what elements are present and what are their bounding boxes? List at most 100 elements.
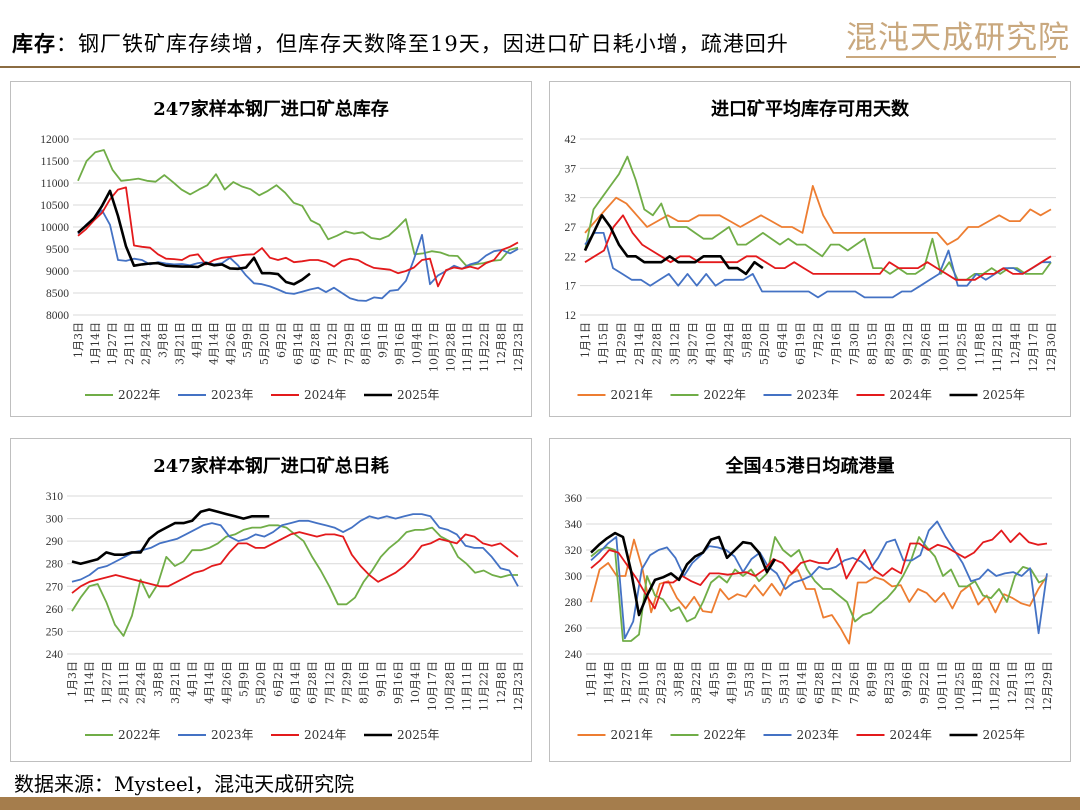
chart-panel-inventory: 247家样本钢厂进口矿总库存 8000 8500 9000 9500 10000 10500… bbox=[10, 81, 532, 417]
x-tick-label: 2月10日 bbox=[638, 661, 651, 704]
legend-label: 2024年 bbox=[890, 388, 933, 402]
x-tick-label: 10月11日 bbox=[936, 661, 949, 711]
chart-panel-consumption: 247家样本钢厂进口矿总日耗 240 250 260 270 280 290 300 310 1月… bbox=[10, 438, 532, 762]
legend-label: 2025年 bbox=[397, 388, 440, 402]
x-tick-label: 9月1日 bbox=[377, 322, 390, 358]
x-tick-label: 5月20日 bbox=[255, 661, 268, 704]
series-line-2024 bbox=[71, 531, 519, 594]
legend-label: 2025年 bbox=[983, 388, 1026, 402]
x-tick-label: 8月29日 bbox=[884, 322, 897, 365]
x-tick-label: 1月3日 bbox=[66, 661, 79, 697]
logo-underline bbox=[846, 56, 1056, 58]
x-tick-label: 2月11日 bbox=[117, 661, 130, 704]
y-tick-label: 310 bbox=[46, 491, 64, 503]
x-tick-label: 2月24日 bbox=[135, 661, 148, 704]
series-line-2023 bbox=[584, 231, 1051, 299]
legend-label: 2025年 bbox=[397, 728, 440, 742]
x-tick-label: 6月4日 bbox=[776, 322, 789, 358]
x-tick-label: 12月4日 bbox=[1009, 322, 1022, 365]
x-tick-label: 5月9日 bbox=[238, 661, 251, 697]
x-tick-label: 7月29日 bbox=[343, 322, 356, 365]
series-line-2022 bbox=[590, 536, 1048, 642]
x-tick-label: 5月20日 bbox=[258, 322, 271, 365]
y-tick-label: 8000 bbox=[46, 310, 69, 322]
chart-inventory: 247家样本钢厂进口矿总库存 8000 8500 9000 9500 10000 10500… bbox=[40, 98, 525, 402]
x-tick-label: 9月1日 bbox=[375, 661, 388, 697]
brand-logo: 混沌天成研究院 bbox=[846, 10, 1069, 58]
x-tick-label: 8月16日 bbox=[360, 322, 373, 365]
x-tick-label: 10月17日 bbox=[427, 322, 440, 372]
legend-label: 2025年 bbox=[983, 728, 1026, 742]
y-tick-label: 11000 bbox=[41, 178, 70, 190]
x-tick-label: 4月14日 bbox=[207, 322, 220, 365]
series-line-2023 bbox=[590, 520, 1048, 640]
x-tick-label: 7月29日 bbox=[340, 661, 353, 704]
x-tick-label: 6月28日 bbox=[309, 322, 322, 365]
legend-label: 2022年 bbox=[704, 728, 747, 742]
y-tick-label: 340 bbox=[565, 519, 583, 531]
series-line-2024 bbox=[590, 529, 1048, 610]
x-tick-label: 7月12日 bbox=[831, 661, 844, 704]
x-tick-label: 11月22日 bbox=[478, 322, 491, 372]
x-tick-label: 7月12日 bbox=[326, 322, 339, 365]
y-tick-label: 260 bbox=[46, 604, 64, 616]
x-tick-label: 4月26日 bbox=[220, 661, 233, 704]
x-tick-label: 12月30日 bbox=[1045, 322, 1058, 372]
footer-bar bbox=[0, 797, 1080, 810]
legend-label: 2023年 bbox=[797, 728, 840, 742]
y-tick-label: 10500 bbox=[40, 200, 69, 212]
series-line-2022 bbox=[77, 149, 519, 267]
chart-days: 进口矿平均库存可用天数 12 17 22 27 32 37 42 1月1日 1月15日 1月29日 2… bbox=[565, 98, 1059, 402]
x-tick-label: 11月21日 bbox=[991, 322, 1004, 372]
x-tick-label: 1月3日 bbox=[72, 322, 85, 358]
x-tick-label: 8月9日 bbox=[866, 661, 879, 697]
logo-text: 混沌天成研究院 bbox=[846, 20, 1070, 56]
x-tick-label: 12月13日 bbox=[1023, 661, 1036, 711]
y-tick-label: 37 bbox=[565, 163, 577, 175]
y-tick-label: 290 bbox=[46, 536, 64, 548]
series-line-2023 bbox=[71, 513, 519, 587]
x-tick-label: 11月22日 bbox=[478, 661, 491, 711]
chart-title: 全国45港日均疏港量 bbox=[724, 455, 894, 477]
x-tick-label: 9月26日 bbox=[920, 322, 933, 365]
x-tick-label: 4月19日 bbox=[725, 661, 738, 704]
x-tick-label: 1月1日 bbox=[585, 661, 598, 697]
legend-label: 2023年 bbox=[211, 728, 254, 742]
x-tick-label: 12月23日 bbox=[512, 322, 525, 372]
x-tick-label: 3月21日 bbox=[174, 322, 187, 365]
chart-consumption: 247家样本钢厂进口矿总日耗 240 250 260 270 280 290 300 310 1月… bbox=[46, 455, 525, 742]
y-tick-label: 9000 bbox=[46, 266, 69, 278]
x-tick-label: 1月14日 bbox=[83, 661, 96, 704]
x-tick-label: 10月25日 bbox=[953, 661, 966, 711]
page-title: 库存：钢厂铁矿库存续增，但库存天数降至19天，因进口矿日耗小增，疏港回升 bbox=[12, 28, 789, 58]
legend-label: 2024年 bbox=[304, 388, 347, 402]
x-tick-label: 12月8日 bbox=[495, 661, 508, 704]
legend-label: 2022年 bbox=[704, 388, 747, 402]
series-line-2025 bbox=[71, 508, 270, 565]
x-tick-label: 11月8日 bbox=[971, 661, 984, 704]
chart-title: 247家样本钢厂进口矿总日耗 bbox=[153, 455, 389, 477]
legend-label: 2021年 bbox=[611, 728, 654, 742]
y-tick-label: 250 bbox=[46, 626, 64, 638]
x-tick-label: 3月22日 bbox=[690, 661, 703, 704]
x-tick-label: 2月23日 bbox=[655, 661, 668, 704]
x-tick-label: 6月28日 bbox=[306, 661, 319, 704]
x-tick-label: 5月31日 bbox=[778, 661, 791, 704]
x-tick-label: 5月17日 bbox=[760, 661, 773, 704]
x-tick-label: 7月30日 bbox=[848, 322, 861, 365]
x-tick-label: 1月1日 bbox=[579, 322, 592, 358]
x-tick-label: 1月14日 bbox=[603, 661, 616, 704]
x-tick-label: 12月17日 bbox=[1027, 322, 1040, 372]
x-tick-label: 9月12日 bbox=[902, 322, 915, 365]
chart-panel-days: 进口矿平均库存可用天数 12 17 22 27 32 37 42 1月1日 1月15日 1月29日 2… bbox=[549, 81, 1071, 417]
y-tick-label: 22 bbox=[565, 251, 577, 263]
x-tick-label: 3月8日 bbox=[673, 661, 686, 697]
x-tick-label: 10月4日 bbox=[409, 661, 422, 704]
x-tick-label: 9月16日 bbox=[392, 661, 405, 704]
x-tick-label: 4月26日 bbox=[224, 322, 237, 365]
x-tick-label: 1月27日 bbox=[100, 661, 113, 704]
x-tick-label: 4月10日 bbox=[704, 322, 717, 365]
x-tick-label: 9月6日 bbox=[901, 661, 914, 697]
x-tick-label: 11月11日 bbox=[461, 661, 474, 711]
x-tick-label: 10月28日 bbox=[443, 661, 456, 711]
